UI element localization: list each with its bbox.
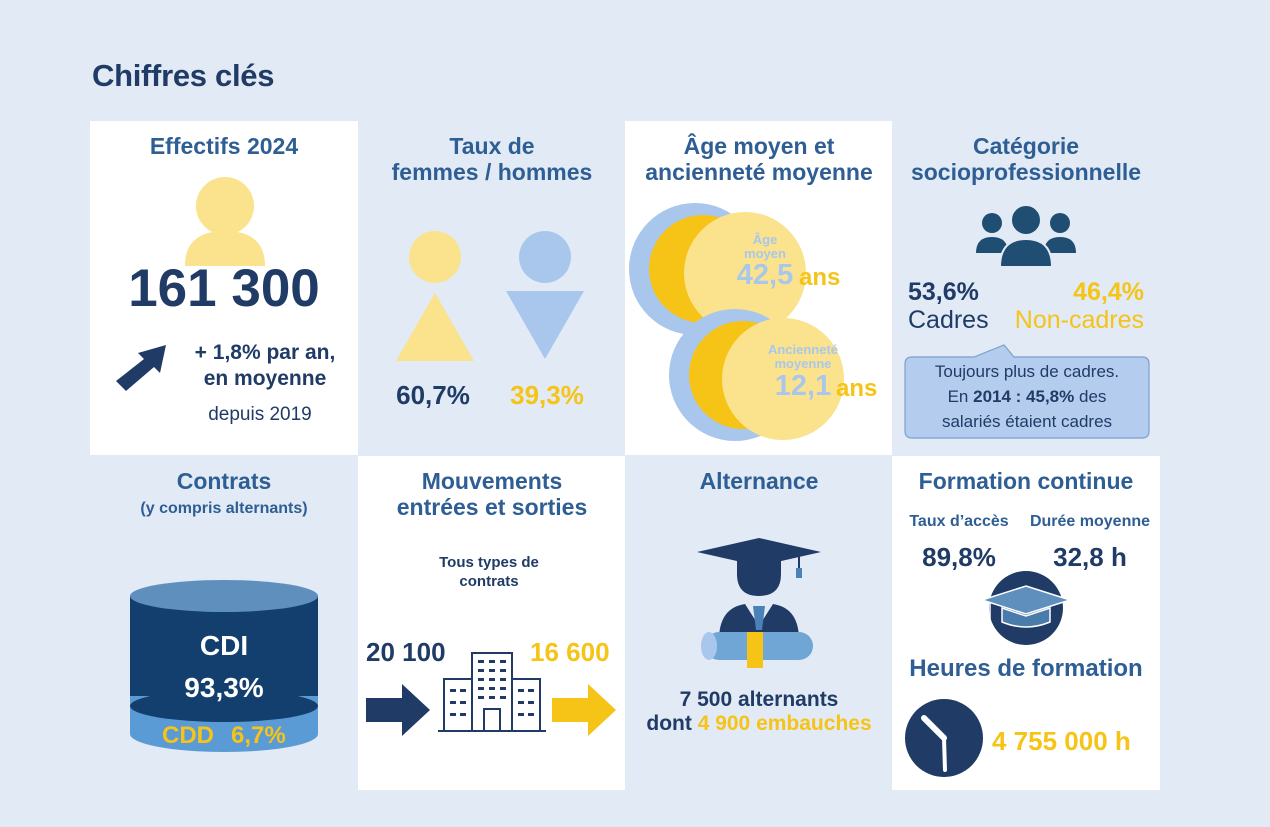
heures-title: Heures de formation [909,655,1143,682]
alternance-line-2-prefix: dont [646,712,698,735]
csp-card: Catégorie socioprofessionnelle 53,6% Cad… [892,121,1160,455]
anciennete-value: 12,1 [774,370,832,402]
group-people-icon [976,204,1076,267]
cdd-label: CDD [162,722,214,749]
note-year: 2014 : 45,8% [973,387,1075,406]
anciennete-label-1: Ancienneté [767,342,839,357]
noncadres-value: 46,4% [1073,278,1144,306]
page-title: Chiffres clés [92,58,275,93]
clock-icon [905,699,983,777]
mouvements-sub-1: Tous types de [439,554,539,571]
woman-icon [396,231,474,361]
person-icon [185,177,265,266]
effectifs-growth-2: en moyenne [203,367,327,390]
man-icon [506,231,584,359]
femmes-hommes-title-2: femmes / hommes [391,159,593,185]
age-title-1: Âge moyen et [683,133,835,159]
csp-title-2: socioprofessionnelle [910,159,1142,185]
note-line-3: salariés étaient cadres [941,412,1113,431]
entrees-value: 20 100 [366,637,446,667]
femmes-value: 60,7% [396,380,470,410]
alternance-line-2: dont 4 900 embauches [625,712,893,736]
acces-label: Taux d’accès [909,513,1009,530]
cadres-label: Cadres [908,306,989,334]
age-unit: ans [799,264,841,291]
mouvements-card: Mouvements entrées et sorties Tous types… [358,456,626,790]
contrats-subtitle: (y compris alternants) [140,500,308,517]
alternance-title: Alternance [699,468,819,494]
formation-title: Formation continue [918,468,1134,494]
formation-card: Formation continue Taux d’accès Durée mo… [892,456,1160,790]
acces-value: 89,8% [922,542,996,572]
note-line-1: Toujours plus de cadres. [934,362,1120,381]
cdd-value: 6,7% [231,722,286,749]
anciennete-unit: ans [836,375,878,402]
femmes-hommes-card: Taux de femmes / hommes 60,7% 39,3% [358,121,626,455]
arrow-up-right-icon [116,345,166,391]
arrow-in-icon [366,684,430,736]
age-bubbles-graphic [629,203,844,441]
cdi-value: 93,3% [184,672,264,703]
mouvements-title-2: entrées et sorties [396,494,588,520]
effectifs-value: 161 300 [128,259,320,318]
note-prefix: En [947,387,974,406]
contrats-card: Contrats (y compris alternants) CDI 93,3… [90,456,358,790]
alternance-embauches: 4 900 embauches [697,712,872,735]
heures-value: 4 755 000 h [992,726,1131,756]
age-value: 42,5 [736,259,794,291]
mouvements-sub-2: contrats [459,573,519,590]
note-line-2: En 2014 : 45,8% des [906,387,1148,407]
duree-label: Durée moyenne [1029,513,1151,530]
anciennete-label-2: moyenne [774,356,832,371]
age-title-2: ancienneté moyenne [645,159,873,185]
note-callout-bubble [904,344,1150,439]
noncadres-label: Non-cadres [1014,306,1144,334]
hommes-value: 39,3% [510,380,584,410]
cadres-value: 53,6% [908,278,979,306]
age-label-2: moyen [744,246,786,261]
graduate-icon [697,538,821,668]
effectifs-title: Effectifs 2024 [149,133,299,159]
effectifs-growth-1: + 1,8% par an, [194,341,336,364]
cdi-label: CDI [199,630,249,661]
arrow-out-icon [552,684,616,736]
building-icon [438,652,546,732]
contrats-title: Contrats [176,468,272,494]
effectifs-card: Effectifs 2024 161 300 + 1,8% par an, en… [90,121,358,455]
graduation-cap-icon [979,571,1073,645]
note-mid: des [1074,387,1107,406]
effectifs-since: depuis 2019 [208,404,312,425]
alternance-card: Alternance 7 500 alternants dont 4 900 e… [625,456,893,790]
duree-value: 32,8 h [1053,542,1127,572]
age-label-1: Âge [752,232,778,247]
contracts-cylinder-graphic [130,580,318,752]
alternance-line-1: 7 500 alternants [679,688,839,711]
femmes-hommes-title-1: Taux de [449,133,535,159]
sorties-value: 16 600 [530,637,610,667]
csp-title-1: Catégorie [972,133,1080,159]
mouvements-title-1: Mouvements [421,468,563,494]
age-card: Âge moyen et ancienneté moyenne Âge moye… [625,121,893,455]
